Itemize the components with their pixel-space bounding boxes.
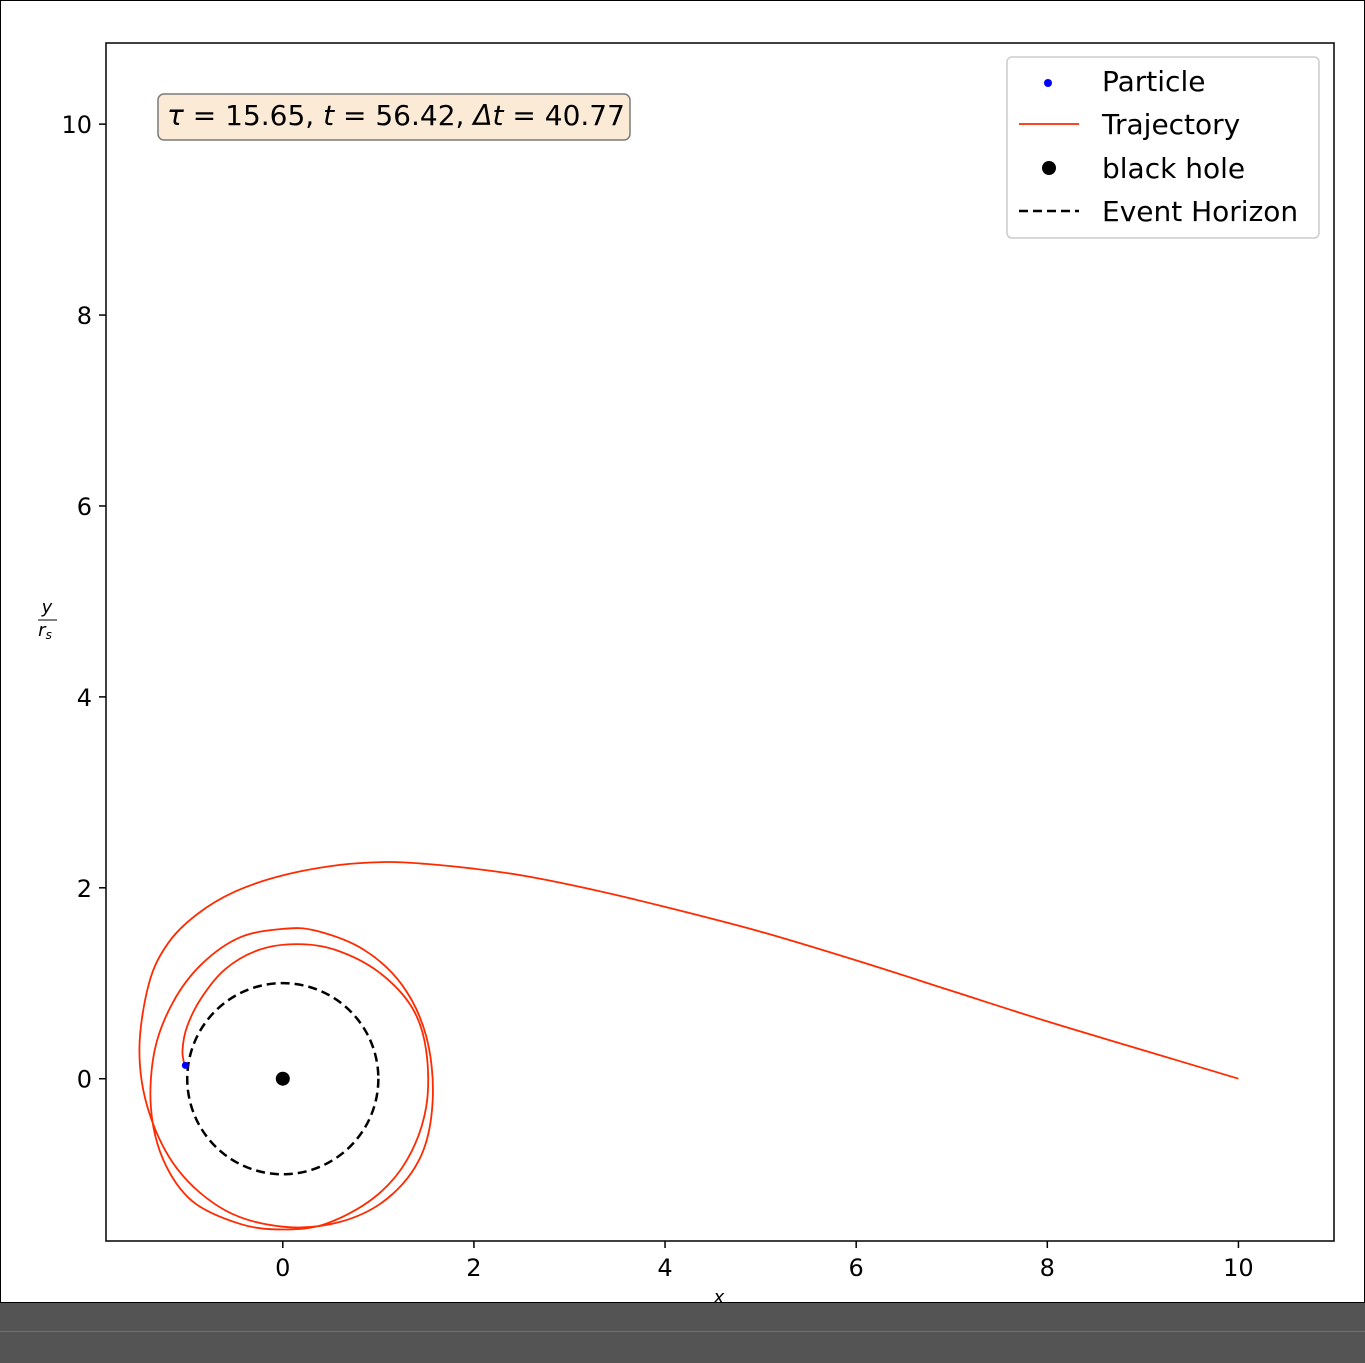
y-tick-label: 6 — [77, 493, 92, 521]
dt-symbol: Δt — [471, 99, 504, 132]
trajectory-line — [138, 861, 1239, 1231]
particle-marker — [181, 1061, 189, 1069]
plot-area — [105, 42, 1335, 1242]
svg-text:x: x — [713, 1287, 725, 1302]
event-horizon — [185, 981, 380, 1176]
x-tick-label: 4 — [657, 1254, 672, 1282]
black-hole-marker — [275, 1071, 290, 1086]
y-tick-label: 10 — [61, 111, 92, 139]
svg-text:y: y — [41, 597, 53, 618]
annot-eq-2: = — [334, 99, 375, 132]
y-tick-label: 4 — [77, 684, 92, 712]
tau-value: 15.65 — [225, 99, 305, 132]
y-tick-label: 8 — [77, 302, 92, 330]
annot-eq-3: = — [503, 99, 544, 132]
chart: 0 2 4 6 8 10 0 2 4 6 8 10 τ = 15.65, t = 56.42, Δt … — [38, 42, 1335, 1329]
x-tick-label: 10 — [1223, 1254, 1254, 1282]
t-symbol: t — [323, 99, 335, 132]
x-tick-label: 8 — [1040, 1254, 1055, 1282]
y-axis-label: y rs — [38, 597, 57, 642]
legend: Particle Trajectory black hole Event Hor… — [1006, 56, 1320, 239]
annot-eq-1: = — [184, 99, 225, 132]
x-tick-label: 2 — [466, 1254, 481, 1282]
y-tick-label: 0 — [77, 1066, 92, 1094]
x-tick-label: 0 — [275, 1254, 290, 1282]
annotation-box: τ = 15.65, t = 56.42, Δt = 40.77 — [157, 93, 631, 141]
t-value: 56.42 — [375, 99, 455, 132]
legend-trajectory-label: Trajectory — [1101, 108, 1240, 141]
annot-sep-2: , — [456, 99, 474, 132]
legend-particle-swatch — [1044, 79, 1052, 87]
legend-horizon-label: Event Horizon — [1102, 195, 1298, 228]
x-axis-label: x rs — [710, 1287, 729, 1329]
x-tick-label: 6 — [849, 1254, 864, 1282]
legend-particle-label: Particle — [1102, 65, 1205, 98]
annot-sep-1: , — [305, 99, 323, 132]
y-tick-label: 2 — [77, 875, 92, 903]
dt-value: 40.77 — [545, 99, 625, 132]
taskbar-divider — [0, 1331, 1365, 1332]
legend-black-hole-swatch — [1042, 161, 1056, 175]
tau-symbol: τ — [167, 99, 184, 132]
figure-canvas: 0 2 4 6 8 10 0 2 4 6 8 10 τ = 15.65, t = 56.42, Δt … — [0, 0, 1365, 1329]
svg-text:rs: rs — [38, 620, 52, 642]
svg-text:τ = 15.65, t = 56.42, Δt = 40.: τ = 15.65, t = 56.42, Δt = 40.77 — [167, 99, 625, 132]
taskbar — [0, 1303, 1365, 1363]
legend-black-hole-label: black hole — [1102, 152, 1245, 185]
